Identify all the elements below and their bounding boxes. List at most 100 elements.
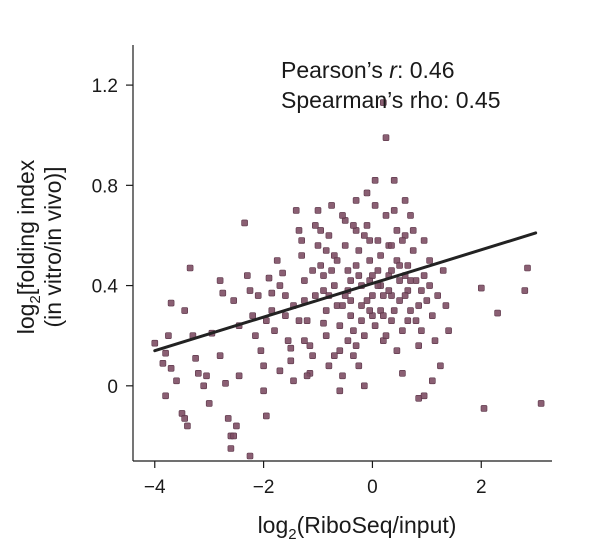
scatter-point bbox=[420, 237, 428, 244]
scatter-point bbox=[382, 332, 390, 340]
scatter-point bbox=[363, 297, 371, 304]
scatter-point bbox=[287, 357, 295, 365]
scatter-point bbox=[252, 332, 259, 340]
scatter-point bbox=[330, 352, 338, 360]
scatter-point bbox=[314, 242, 322, 249]
pearson-annotation: Pearson’s r: 0.46 bbox=[281, 57, 454, 83]
scatter-point bbox=[320, 287, 327, 294]
scatter-point bbox=[282, 292, 289, 299]
scatter-point bbox=[249, 312, 256, 320]
scatter-point bbox=[262, 412, 270, 420]
scatter-point bbox=[230, 297, 237, 304]
scatter-point bbox=[431, 337, 439, 345]
scatter-point bbox=[216, 277, 224, 284]
scatter-point bbox=[390, 207, 398, 214]
scatter-point bbox=[227, 445, 235, 452]
scatter-point bbox=[295, 227, 303, 234]
scatter-point bbox=[371, 202, 379, 209]
scatter-point bbox=[388, 317, 395, 325]
scatter-point bbox=[426, 282, 433, 289]
scatter-point bbox=[418, 327, 425, 335]
scatter-point bbox=[390, 177, 398, 184]
scatter-point bbox=[173, 377, 180, 385]
scatter-point bbox=[420, 392, 428, 400]
scatter-point bbox=[279, 269, 286, 277]
scatter-point bbox=[366, 257, 374, 264]
scatter-point bbox=[388, 267, 395, 274]
scatter-point bbox=[437, 362, 444, 370]
scatter-point bbox=[390, 307, 398, 314]
scatter-point bbox=[355, 272, 363, 279]
scatter-point bbox=[311, 292, 319, 299]
scatter-point bbox=[230, 432, 237, 440]
scatter-point bbox=[306, 342, 314, 350]
y-tick-label: 1.2 bbox=[92, 76, 118, 97]
scatter-point bbox=[216, 352, 224, 360]
scatter-point bbox=[246, 452, 254, 460]
scatter-point bbox=[369, 272, 376, 279]
scatter-point bbox=[276, 367, 284, 375]
scatter-point bbox=[200, 382, 207, 390]
scatter-point bbox=[347, 277, 355, 284]
scatter-point bbox=[330, 282, 338, 289]
scatter-point bbox=[428, 377, 436, 385]
scatter-point bbox=[325, 362, 333, 370]
scatter-point bbox=[355, 247, 363, 254]
scatter-point bbox=[374, 237, 382, 244]
scatter-point bbox=[298, 237, 306, 244]
scatter-point bbox=[420, 272, 428, 279]
scatter-point bbox=[235, 372, 243, 380]
scatter-point bbox=[282, 312, 289, 320]
scatter-point bbox=[333, 257, 341, 264]
scatter-point bbox=[151, 339, 159, 347]
scatter-point bbox=[159, 359, 167, 367]
scatter-point bbox=[268, 289, 276, 297]
scatter-point bbox=[195, 369, 202, 377]
scatter-point bbox=[301, 337, 308, 345]
scatter-point bbox=[322, 307, 330, 314]
scatter-point bbox=[363, 222, 371, 229]
scatter-point bbox=[371, 177, 379, 184]
scatter-point bbox=[347, 312, 355, 320]
scatter-point bbox=[184, 422, 191, 430]
scatter-point bbox=[412, 277, 420, 284]
scatter-point bbox=[287, 344, 295, 352]
scatter-point bbox=[167, 299, 175, 307]
scatter-point bbox=[407, 307, 414, 314]
scatter-point bbox=[344, 267, 352, 274]
scatter-point bbox=[374, 267, 382, 274]
scatter-point bbox=[396, 297, 403, 304]
scatter-point bbox=[311, 222, 319, 229]
scatter-point bbox=[162, 392, 169, 400]
y-tick-label: 0.8 bbox=[92, 176, 118, 197]
scatter-point bbox=[366, 237, 374, 244]
scatter-point bbox=[358, 317, 365, 325]
scatter-point bbox=[401, 292, 409, 299]
scatter-point bbox=[477, 284, 485, 292]
scatter-point bbox=[442, 302, 450, 309]
scatter-point bbox=[241, 219, 248, 227]
scatter-point bbox=[336, 322, 344, 330]
scatter-point bbox=[336, 387, 344, 395]
scatter-point bbox=[350, 222, 357, 229]
y-axis-label-line2: (in vitro/in vivo)] bbox=[40, 166, 66, 327]
scatter-point bbox=[328, 267, 335, 274]
scatter-point bbox=[396, 277, 403, 284]
scatter-point bbox=[360, 332, 368, 340]
scatter-point bbox=[412, 317, 420, 325]
y-axis-label-line1: log2[folding index bbox=[13, 159, 44, 334]
scatter-point bbox=[409, 247, 417, 254]
scatter-point bbox=[415, 342, 423, 350]
scatter-point bbox=[284, 337, 292, 345]
scatter-point bbox=[339, 212, 346, 219]
scatter-point bbox=[309, 267, 316, 274]
scatter-point bbox=[167, 364, 175, 372]
scatter-point bbox=[369, 292, 376, 299]
scatter-point bbox=[271, 327, 278, 335]
scatter-point bbox=[393, 227, 401, 234]
scatter-point bbox=[295, 317, 303, 325]
scatter-point bbox=[382, 212, 390, 219]
scatter-point bbox=[352, 342, 360, 350]
regression-line bbox=[153, 231, 538, 353]
scatter-point bbox=[322, 247, 330, 254]
